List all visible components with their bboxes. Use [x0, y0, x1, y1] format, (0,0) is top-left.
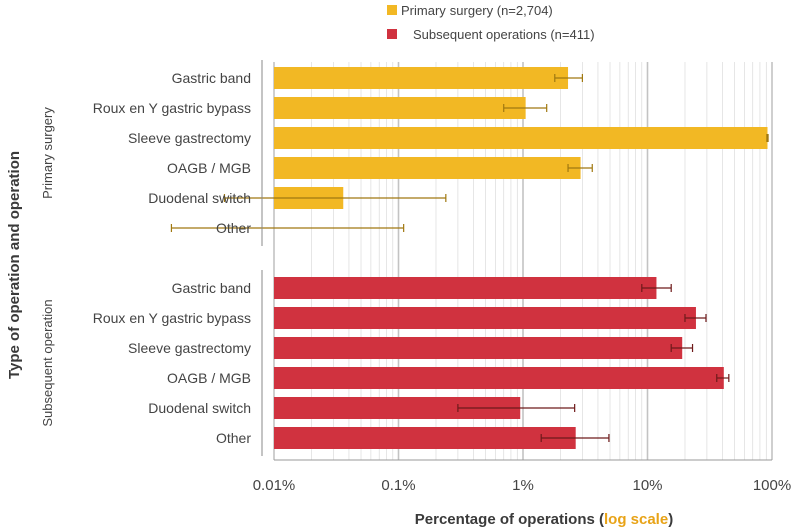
- legend-swatch-subsequent: [387, 29, 397, 39]
- group-label: Primary surgery: [40, 107, 55, 199]
- axis-layer: [261, 60, 772, 461]
- group-label: Subsequent operation: [40, 299, 55, 426]
- bar-primary-2: [274, 127, 768, 149]
- legend-label-subsequent: Subsequent operations (n=411): [413, 27, 595, 42]
- category-label: Other: [216, 430, 251, 446]
- category-label: Duodenal switch: [148, 400, 251, 416]
- category-label: Gastric band: [172, 70, 251, 86]
- error-bar-layer: [170, 74, 769, 442]
- tick-label-layer: 0.01% 0.1% 1% 10% 100%: [253, 477, 791, 494]
- category-label: Gastric band: [172, 280, 251, 296]
- category-label: OAGB / MGB: [167, 370, 251, 386]
- bar-subsequent-1: [274, 307, 696, 329]
- bar-subsequent-2: [274, 337, 683, 359]
- category-label: Sleeve gastrectomy: [128, 340, 251, 356]
- bar-subsequent-4: [274, 397, 521, 419]
- category-label: Roux en Y gastric bypass: [93, 310, 251, 326]
- bar-layer: [274, 67, 768, 449]
- legend-label-primary: Primary surgery (n=2,704): [401, 3, 553, 18]
- legend-label-primary-b: surgery (n=2,704): [450, 3, 553, 18]
- category-label: OAGB / MGB: [167, 160, 251, 176]
- bar-primary-3: [274, 157, 581, 179]
- y-axis-title: Type of operation and operation: [6, 151, 23, 379]
- bar-subsequent-5: [274, 427, 576, 449]
- bar-subsequent-0: [274, 277, 657, 299]
- x-axis-title-highlight: log scale: [604, 511, 668, 528]
- category-label: Other: [216, 220, 251, 236]
- x-tick-label: 100%: [753, 477, 791, 494]
- category-label: Roux en Y gastric bypass: [93, 100, 251, 116]
- x-tick-label: 0.1%: [381, 477, 415, 494]
- category-label: Duodenal switch: [148, 190, 251, 206]
- legend-swatch-primary: [387, 5, 397, 15]
- x-tick-label: 0.01%: [253, 477, 296, 494]
- x-tick-label: 10%: [632, 477, 662, 494]
- category-label: Sleeve gastrectomy: [128, 130, 251, 146]
- bar-primary-1: [274, 97, 526, 119]
- bar-primary-0: [274, 67, 569, 89]
- category-label-layer: Gastric band Roux en Y gastric bypass Slee…: [40, 70, 251, 446]
- legend-label-primary-a: Primary: [401, 3, 446, 18]
- x-tick-label: 1%: [512, 477, 534, 494]
- bar-subsequent-3: [274, 367, 724, 389]
- legend: Primary surgery (n=2,704) Subsequent opera…: [387, 3, 595, 42]
- x-axis-title: Percentage of operations (log scale): [415, 511, 673, 528]
